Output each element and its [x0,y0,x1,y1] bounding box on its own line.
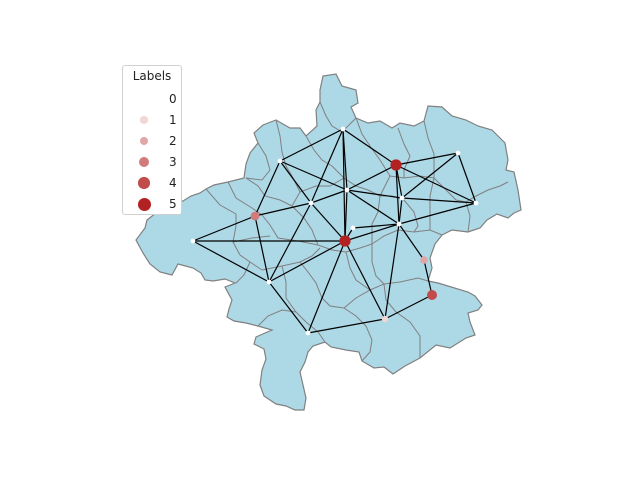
legend-label: 3 [169,155,177,169]
graph-edge [344,223,400,242]
legend-entry: 5 [123,194,183,214]
graph-edge [344,189,348,242]
legend-label: 4 [169,176,177,190]
graph-edge [423,259,433,296]
graph-node [455,150,461,156]
graph-edge [398,223,425,261]
edge-layer [192,128,477,334]
graph-node [427,290,437,300]
graph-node [339,235,351,247]
legend: Labels 0 1 2 3 4 5 [122,65,182,215]
graph-edge [279,160,348,191]
district-boundaries [205,101,509,362]
graph-node [266,279,272,285]
graph-edge [268,240,346,283]
legend-dot-icon [137,197,151,211]
graph-edge [254,160,281,217]
graph-node [420,256,428,264]
graph-edge [457,152,477,204]
graph-edge [401,197,477,204]
legend-dot-icon [141,96,147,102]
graph-edge [279,160,312,204]
graph-edge [346,189,400,225]
legend-dot-icon [138,156,150,168]
graph-edge [352,223,400,229]
graph-edge [395,164,400,225]
graph-edge [192,240,270,283]
graph-edge [310,189,348,204]
legend-title: Labels [132,69,172,83]
legend-entry: 0 [123,89,183,109]
graph-edge [398,197,403,225]
legend-entry: 3 [123,152,183,172]
graph-edge [346,164,397,191]
graph-edge [307,318,386,334]
graph-edge [398,202,477,225]
legend-entry: 2 [123,131,183,151]
graph-edge [279,128,344,162]
graph-edge [384,223,400,320]
legend-dot-icon [138,177,150,189]
graph-edge [384,294,433,320]
legend-entry: 4 [123,173,183,193]
node-layer [190,126,479,336]
graph-edge [342,128,397,166]
graph-node [350,225,356,231]
graph-node [399,195,405,201]
graph-edge [254,202,312,217]
graph-node [390,159,402,171]
legend-dot-icon [139,136,149,146]
graph-edge [344,240,386,320]
graph-node [396,221,402,227]
graph-edge [401,152,459,199]
graph-edge [307,240,346,334]
graph-edge [395,152,459,166]
region-layer [135,73,522,411]
graph-edge [395,164,477,204]
graph-node [381,315,389,323]
graph-edge [268,202,312,283]
graph-edge [342,128,346,242]
graph-edge [346,189,403,199]
graph-node [250,211,260,221]
graph-edge [310,202,346,242]
graph-node [277,158,283,164]
graph-node [344,187,350,193]
graph-edge [254,215,270,283]
graph-edge [310,128,344,204]
graph-node [305,330,311,336]
graph-node [473,200,479,206]
graph-node [340,126,346,132]
legend-label: 1 [169,113,177,127]
legend-label: 0 [169,92,177,106]
legend-label: 5 [169,197,177,211]
legend-entry: 1 [123,110,183,130]
graph-node [308,200,314,206]
graph-edge [192,215,256,242]
graph-edge [268,281,309,334]
legend-label: 2 [169,134,177,148]
legend-dot-icon [140,116,148,124]
graph-node [190,238,196,244]
